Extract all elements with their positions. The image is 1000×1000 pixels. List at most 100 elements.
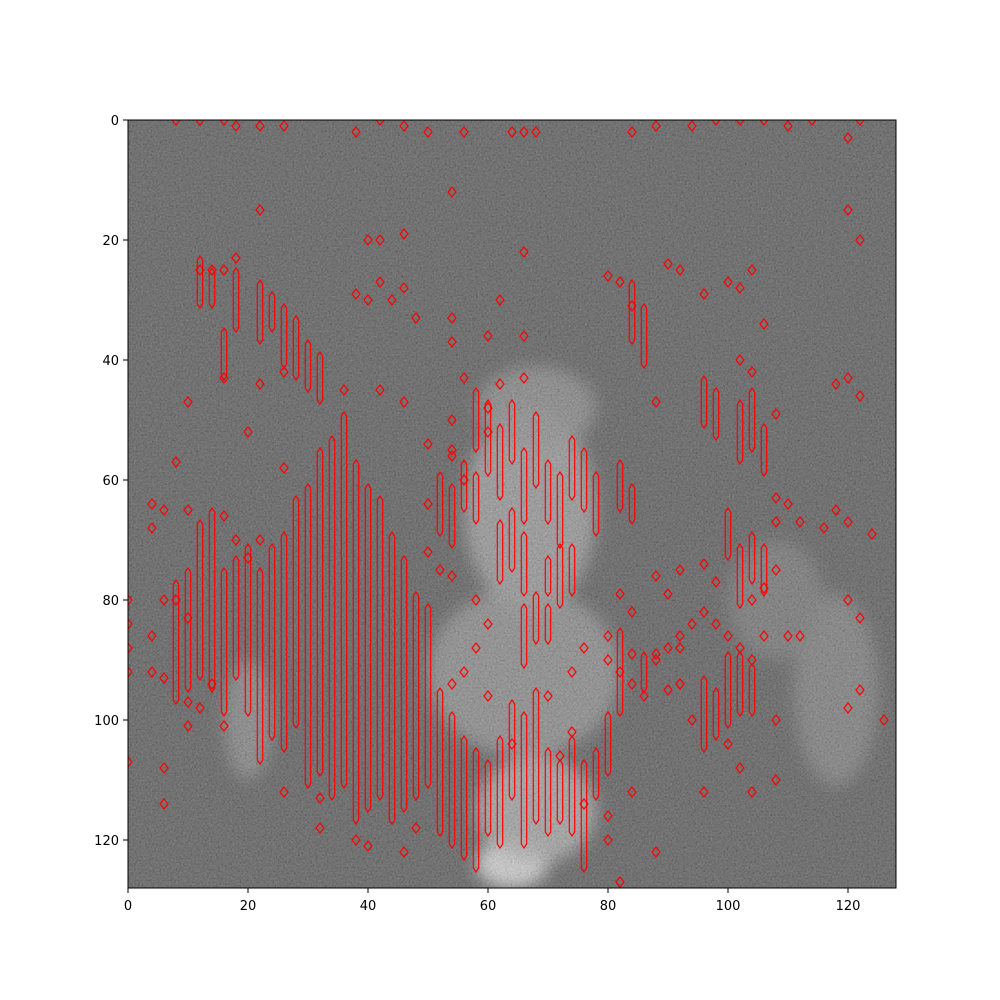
contour-column — [580, 758, 588, 874]
contour-column — [424, 602, 432, 790]
contour-dot — [663, 258, 673, 270]
contour-column — [220, 566, 228, 718]
x-tick-label: 100 — [716, 899, 741, 914]
contour-dot — [447, 678, 457, 690]
contour-column — [496, 734, 504, 850]
contour-column — [736, 650, 744, 718]
contour-dot — [723, 276, 733, 288]
contour-dot — [603, 810, 613, 822]
contour-dot — [495, 378, 505, 390]
contour-dot — [279, 786, 289, 798]
contour-dot — [855, 120, 865, 126]
contour-dot — [483, 690, 493, 702]
contour-column — [748, 530, 756, 586]
contour-dot — [159, 798, 169, 810]
contour-dot — [879, 714, 889, 726]
contour-dot — [759, 630, 769, 642]
contour-dot — [507, 738, 517, 750]
contour-dot — [867, 528, 877, 540]
contour-dot — [399, 228, 409, 240]
contour-dot — [759, 120, 769, 126]
contour-dot — [723, 738, 733, 750]
contour-dot — [207, 678, 217, 690]
contour-dot — [735, 282, 745, 294]
contour-dot — [627, 678, 637, 690]
contour-column — [472, 386, 480, 454]
contour-column — [256, 566, 264, 766]
contour-dot — [783, 630, 793, 642]
contour-dot — [375, 234, 385, 246]
contour-column — [592, 746, 600, 802]
contour-dot — [651, 654, 661, 666]
contour-dot — [819, 522, 829, 534]
contour-dot — [483, 402, 493, 414]
contour-dot — [627, 300, 637, 312]
contour-column — [628, 278, 636, 346]
contour-column — [436, 470, 444, 538]
contour-dot — [771, 516, 781, 528]
x-tick-label: 20 — [240, 899, 257, 914]
contour-dot — [159, 672, 169, 684]
contour-column — [232, 266, 240, 334]
contour-dot — [723, 630, 733, 642]
contour-dot — [843, 204, 853, 216]
contour-dot — [339, 384, 349, 396]
contour-dot — [855, 234, 865, 246]
contour-column — [520, 602, 528, 670]
contour-dot — [747, 366, 757, 378]
contour-dot — [128, 756, 133, 768]
contour-dot — [651, 396, 661, 408]
contour-column — [484, 398, 492, 478]
contour-dot — [651, 570, 661, 582]
contour-dot — [183, 504, 193, 516]
contour-dot — [447, 450, 457, 462]
y-tick-label: 20 — [102, 234, 119, 249]
contour-column — [736, 542, 744, 610]
contour-dot — [567, 666, 577, 678]
contour-dot — [507, 126, 517, 138]
x-tick-label: 80 — [600, 899, 617, 914]
contour-column — [196, 518, 204, 682]
contour-dot — [471, 642, 481, 654]
y-tick-label: 40 — [102, 354, 119, 369]
contour-dot — [255, 120, 265, 132]
contour-dot — [627, 606, 637, 618]
contour-column — [760, 542, 768, 598]
contour-column — [760, 422, 768, 478]
contour-column — [280, 530, 288, 754]
x-tick-label: 0 — [124, 899, 132, 914]
contour-column — [520, 710, 528, 850]
contour-dot — [219, 510, 229, 522]
contour-dot — [459, 666, 469, 678]
contour-dot — [279, 366, 289, 378]
contour-dot — [735, 762, 745, 774]
contour-dot — [315, 822, 325, 834]
contour-column — [400, 554, 408, 814]
contour-column — [220, 326, 228, 382]
contour-column — [484, 758, 492, 838]
contour-dot — [231, 120, 241, 132]
contour-dot — [675, 264, 685, 276]
contour-dot — [579, 798, 589, 810]
contour-dot — [183, 696, 193, 708]
contour-column — [544, 602, 552, 646]
y-tick-label: 60 — [102, 474, 119, 489]
contour-dot — [687, 120, 697, 132]
contour-dot — [771, 714, 781, 726]
contour-dot — [447, 414, 457, 426]
contour-dot — [843, 594, 853, 606]
contour-dot — [255, 534, 265, 546]
contour-dot — [219, 120, 229, 126]
contour-dot — [351, 126, 361, 138]
contour-column — [508, 398, 516, 466]
contour-dot — [747, 594, 757, 606]
contour-dot — [279, 120, 289, 132]
contour-dot — [363, 294, 373, 306]
contour-column — [304, 338, 312, 394]
contour-column — [256, 278, 264, 346]
contour-dot — [423, 438, 433, 450]
contour-column — [568, 734, 576, 838]
contour-column — [340, 410, 348, 790]
contour-dot — [128, 642, 133, 654]
contour-dot — [351, 834, 361, 846]
